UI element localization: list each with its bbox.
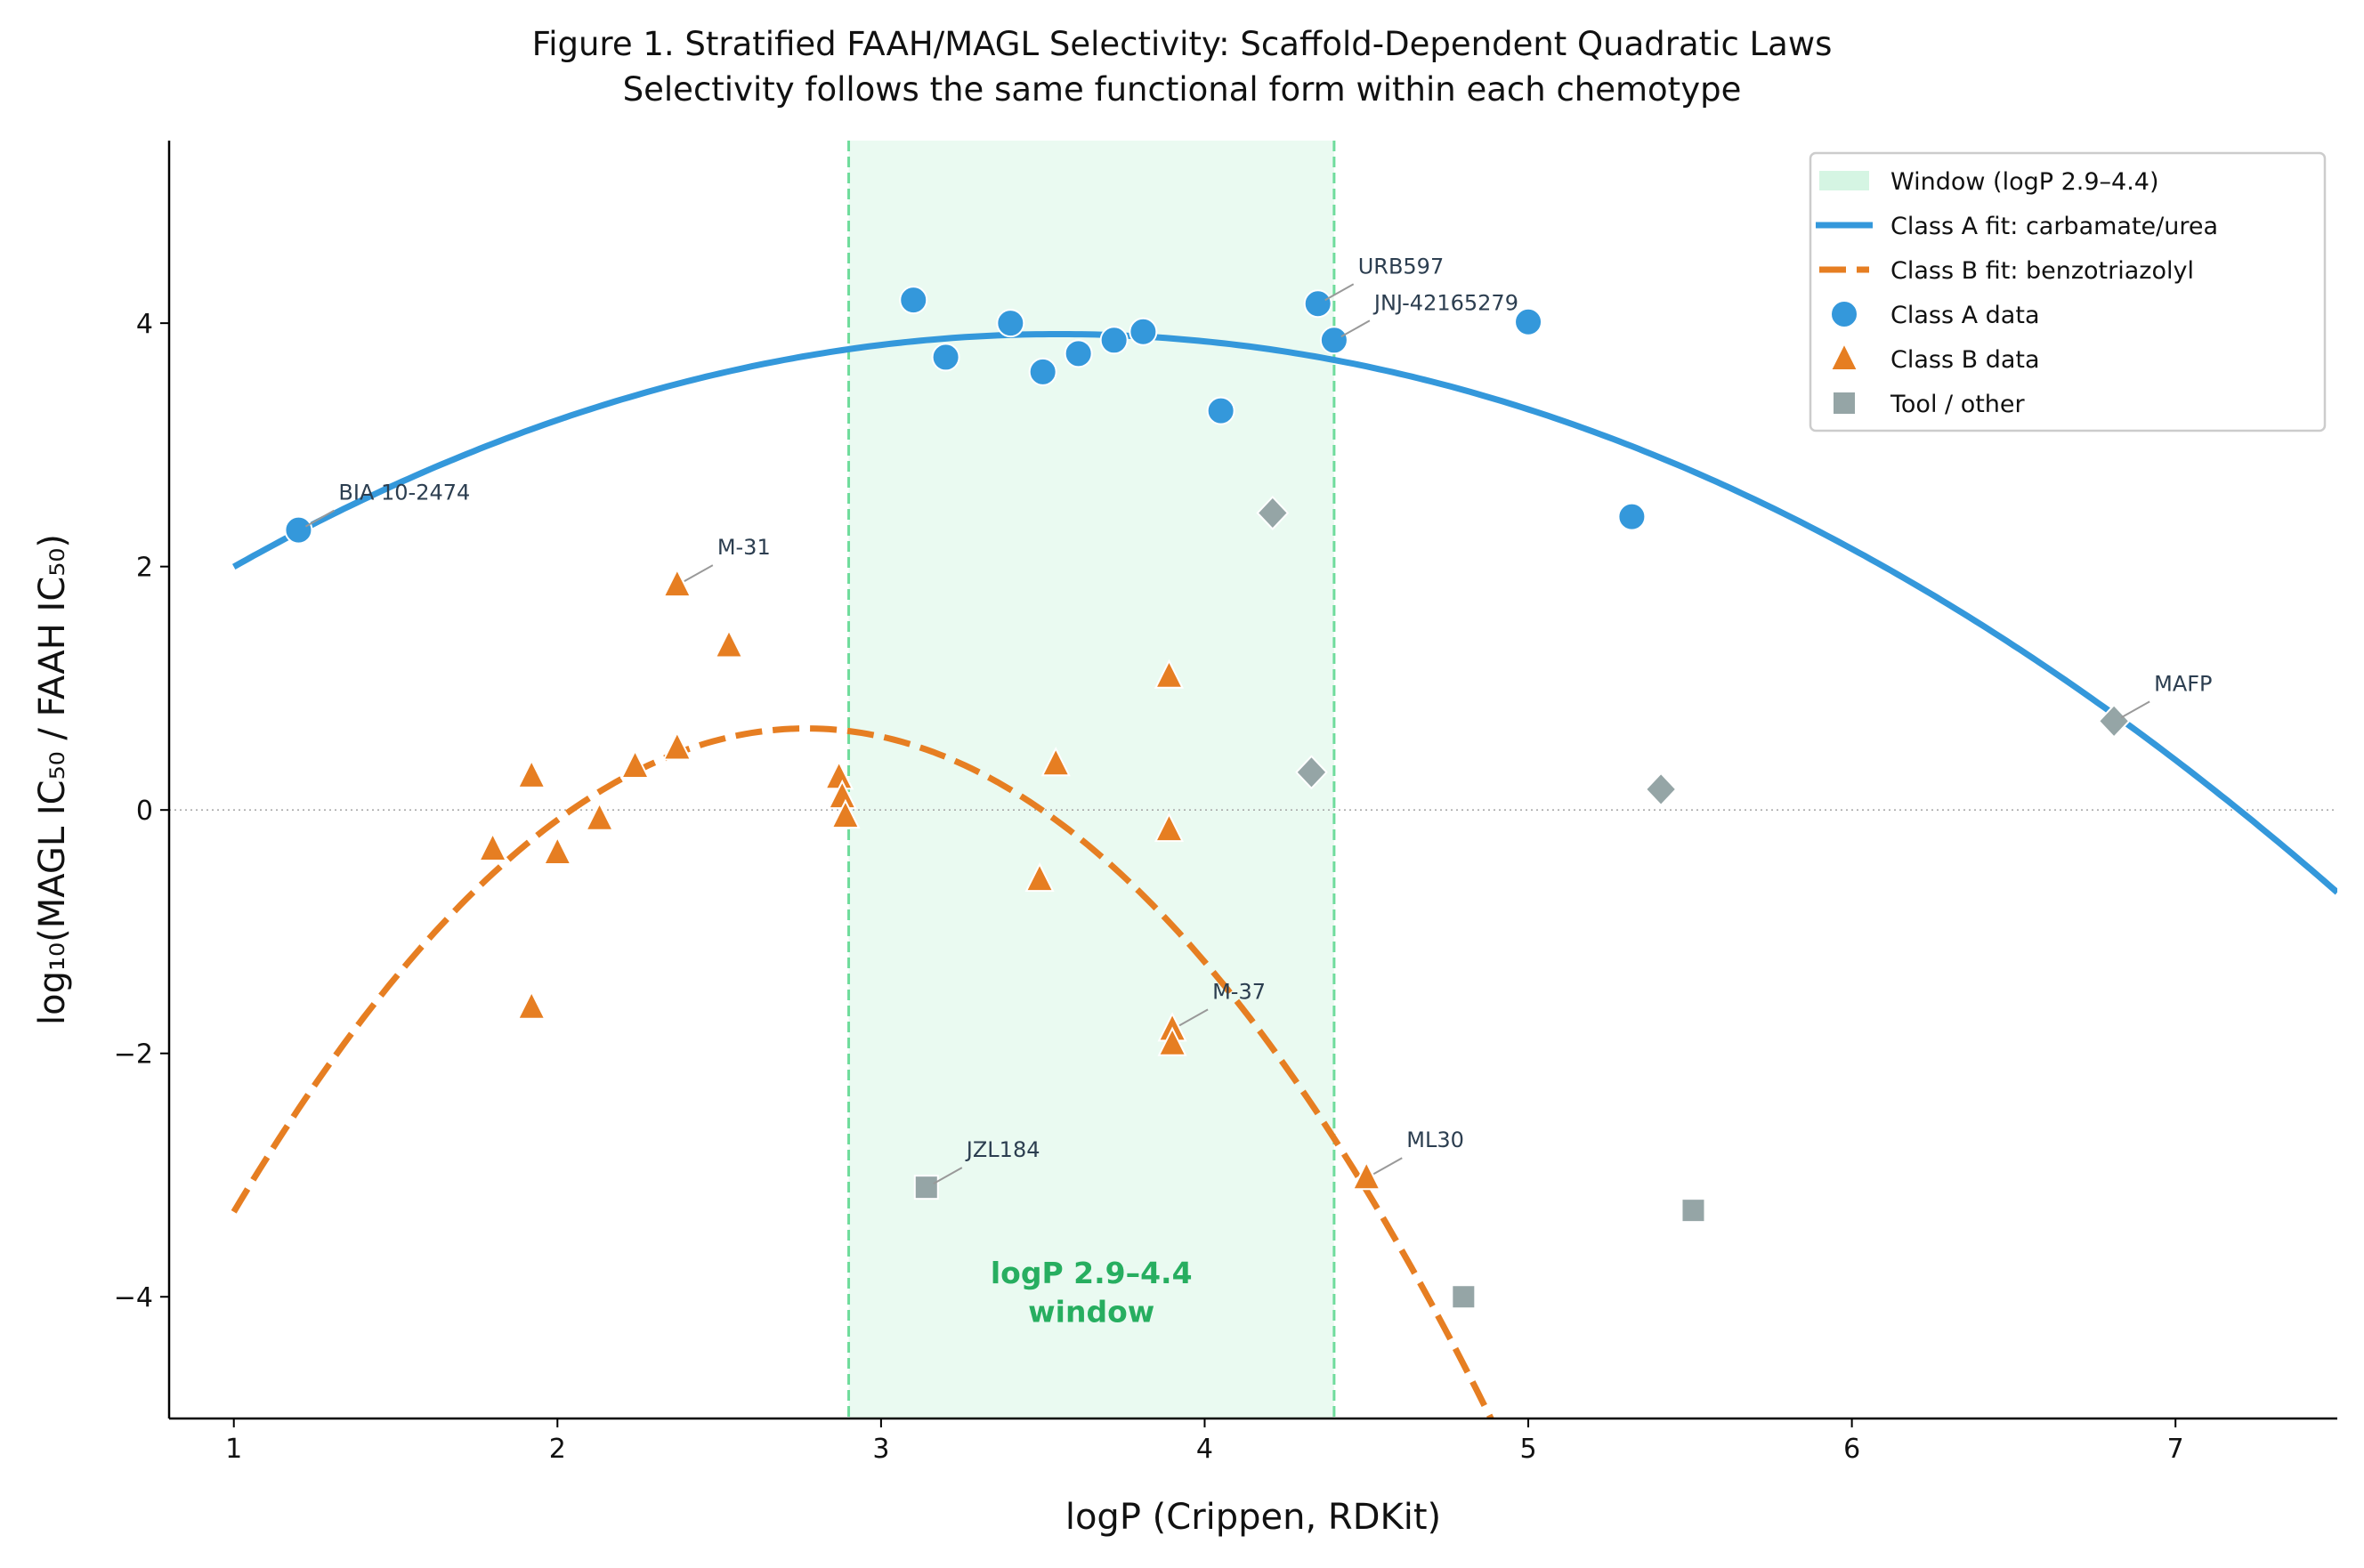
point-annotation: JNJ-42165279 bbox=[1372, 290, 1518, 315]
annotation-leader-line bbox=[304, 509, 335, 528]
legend-label: Class B fit: benzotriazolyl bbox=[1890, 257, 2194, 285]
y-axis-label: log₁₀(MAGL IC₅₀ / FAAH IC₅₀) bbox=[32, 534, 73, 1025]
y-tick-label: −2 bbox=[114, 1039, 153, 1071]
data-point-triangle bbox=[619, 748, 651, 779]
data-point-circle bbox=[1303, 289, 1332, 319]
data-point-circle bbox=[1319, 326, 1348, 355]
x-axis-label: logP (Crippen, RDKit) bbox=[1065, 1497, 1441, 1538]
window-annotation: logP 2.9–4.4 bbox=[991, 1256, 1193, 1290]
data-point-triangle bbox=[662, 567, 692, 598]
data-point-triangle bbox=[516, 990, 546, 1020]
data-point-circle bbox=[1028, 357, 1057, 386]
legend-label: Class A fit: carbamate/urea bbox=[1890, 213, 2218, 240]
legend-label: Class A data bbox=[1890, 302, 2039, 329]
data-point-circle bbox=[1514, 307, 1543, 336]
data-point-diamond bbox=[1295, 755, 1328, 790]
legend-swatch-circle bbox=[1830, 300, 1858, 328]
legend-swatch-square bbox=[1832, 391, 1857, 416]
data-point-circle bbox=[899, 286, 928, 315]
data-point-triangle bbox=[584, 801, 615, 831]
chart-subtitle: Selectivity follows the same functional … bbox=[623, 70, 1742, 109]
annotation-leader-line bbox=[1324, 283, 1355, 302]
legend-label: Tool / other bbox=[1890, 391, 2026, 418]
chart-title: Figure 1. Stratified FAAH/MAGL Selectivi… bbox=[532, 25, 1833, 63]
y-tick-label: 0 bbox=[136, 796, 153, 827]
class-b-fit-line bbox=[231, 725, 1494, 1418]
point-annotation: MAFP bbox=[2154, 671, 2212, 696]
window-annotation: window bbox=[1028, 1295, 1154, 1330]
data-point-circle bbox=[996, 309, 1025, 338]
x-tick-label: 2 bbox=[549, 1434, 566, 1465]
x-tick-label: 5 bbox=[1519, 1434, 1536, 1465]
annotation-leader-line bbox=[1178, 1008, 1209, 1027]
legend: Window (logP 2.9–4.4) Class A fit: carbam… bbox=[1809, 151, 2327, 432]
data-point-triangle bbox=[662, 731, 692, 761]
data-point-triangle bbox=[542, 835, 572, 866]
legend-swatch-window bbox=[1819, 171, 1869, 190]
data-point-triangle bbox=[714, 628, 744, 659]
data-point-circle bbox=[931, 343, 960, 372]
point-annotation: M-37 bbox=[1212, 979, 1266, 1004]
annotation-leader-line bbox=[1372, 1157, 1403, 1176]
y-tick-label: −4 bbox=[114, 1282, 153, 1313]
data-point-square bbox=[913, 1175, 939, 1200]
class-a-fit-line bbox=[231, 331, 2337, 895]
data-point-circle bbox=[1206, 396, 1235, 425]
point-annotation: JZL184 bbox=[965, 1137, 1040, 1162]
data-point-square bbox=[1680, 1198, 1706, 1224]
annotation-leader-line bbox=[684, 564, 714, 583]
data-point-triangle bbox=[1351, 1160, 1381, 1191]
x-tick-label: 4 bbox=[1196, 1434, 1213, 1465]
y-tick-label: 4 bbox=[136, 309, 153, 340]
data-point-circle bbox=[1617, 502, 1647, 531]
point-annotation: URB597 bbox=[1358, 254, 1445, 279]
data-point-triangle bbox=[830, 798, 861, 829]
data-point-triangle bbox=[1024, 861, 1055, 893]
annotation-leader-line bbox=[1340, 319, 1371, 338]
data-point-diamond bbox=[1256, 496, 1290, 530]
x-tick-label: 1 bbox=[225, 1434, 242, 1465]
y-tick-label: 2 bbox=[136, 553, 153, 584]
point-annotation: BIA 10-2474 bbox=[338, 481, 470, 505]
data-point-circle bbox=[1064, 339, 1093, 368]
data-point-triangle bbox=[1040, 746, 1071, 777]
data-point-circle bbox=[1099, 326, 1129, 355]
legend-swatch-triangle bbox=[1829, 341, 1859, 371]
x-tick-label: 6 bbox=[1843, 1434, 1860, 1465]
data-point-triangle bbox=[516, 758, 546, 788]
data-point-triangle bbox=[1154, 812, 1185, 843]
data-point-square bbox=[1451, 1284, 1477, 1310]
data-point-circle bbox=[1129, 317, 1158, 346]
point-annotation: ML30 bbox=[1406, 1128, 1464, 1152]
data-point-triangle bbox=[1157, 1026, 1187, 1056]
legend-box bbox=[1809, 151, 2327, 432]
annotation-leader-line bbox=[2120, 700, 2150, 719]
data-point-triangle bbox=[477, 831, 508, 861]
point-annotation: M-31 bbox=[717, 535, 771, 560]
legend-label: Window (logP 2.9–4.4) bbox=[1890, 168, 2159, 196]
legend-label: Class B data bbox=[1890, 346, 2040, 374]
data-point-diamond bbox=[1644, 772, 1678, 807]
data-point-circle bbox=[284, 515, 313, 545]
data-point-triangle bbox=[1154, 659, 1185, 689]
x-tick-label: 3 bbox=[872, 1434, 889, 1465]
x-tick-label: 7 bbox=[2167, 1434, 2184, 1465]
annotation-leader-line bbox=[933, 1167, 963, 1185]
